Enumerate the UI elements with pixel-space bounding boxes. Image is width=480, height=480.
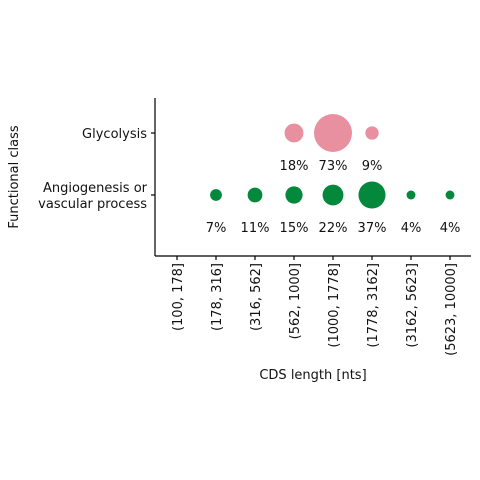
data-labels: 18% 73% 9% 7% 11% 15% 22% 37% 4% 4%	[206, 159, 461, 236]
percent-label: 11%	[241, 221, 270, 236]
bubble-point	[445, 190, 455, 200]
percent-label: 37%	[358, 221, 387, 236]
y-tick-label: Angiogenesis or vascular process	[38, 181, 147, 212]
bubble-point	[358, 181, 386, 209]
bubble-point	[314, 114, 352, 152]
bubble-point	[285, 186, 303, 204]
bubble-point	[284, 123, 304, 143]
percent-label: 15%	[280, 221, 309, 236]
percent-label: 9%	[362, 159, 383, 174]
bubble-point	[365, 126, 379, 140]
x-tick-label: (178, 316]	[210, 263, 225, 331]
y-tick-label-line: vascular process	[38, 197, 147, 212]
x-ticks: (100, 178] (178, 316] (316, 562] (562, 1000…	[171, 256, 459, 356]
bubble-point	[406, 190, 416, 200]
y-tick-label-line: Angiogenesis or	[43, 181, 148, 196]
x-tick-label: (3162, 5623]	[405, 263, 420, 348]
bubbles	[210, 114, 455, 209]
x-tick-label: (100, 178]	[171, 263, 186, 331]
y-ticks: Glycolysis Angiogenesis or vascular proces…	[38, 127, 155, 212]
y-tick-label-line: Glycolysis	[82, 127, 147, 142]
y-tick-label: Glycolysis	[82, 127, 147, 142]
y-axis-title: Functional class	[7, 125, 22, 229]
x-tick-label: (5623, 10000]	[444, 263, 459, 356]
bubble-point	[247, 187, 263, 203]
x-tick-label: (1000, 1778]	[327, 263, 342, 348]
x-tick-label: (1778, 3162]	[366, 263, 381, 348]
bubble-point	[322, 184, 344, 206]
x-axis-title: CDS length [nts]	[259, 368, 366, 383]
plot-axes	[154, 98, 471, 257]
percent-label: 73%	[319, 159, 348, 174]
x-tick-label: (316, 562]	[249, 263, 264, 331]
percent-label: 4%	[440, 221, 461, 236]
bubble-point	[210, 189, 222, 201]
percent-label: 4%	[401, 221, 422, 236]
percent-label: 18%	[280, 159, 309, 174]
percent-label: 7%	[206, 221, 227, 236]
x-tick-label: (562, 1000]	[288, 263, 303, 339]
percent-label: 22%	[319, 221, 348, 236]
